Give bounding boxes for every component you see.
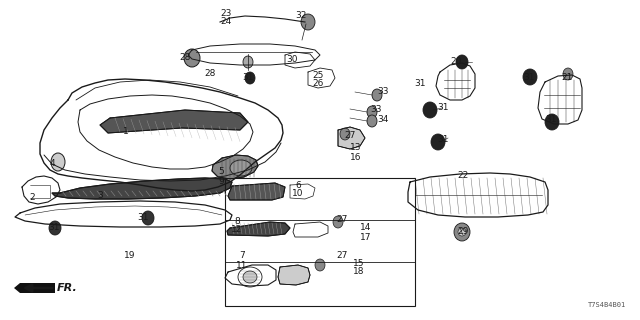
- Text: 24: 24: [220, 18, 232, 27]
- Ellipse shape: [315, 259, 325, 271]
- Text: FR.: FR.: [57, 283, 77, 293]
- Text: T7S4B4B01: T7S4B4B01: [588, 302, 626, 308]
- Text: 17: 17: [360, 233, 372, 242]
- Text: 25: 25: [312, 71, 324, 81]
- Text: 8: 8: [234, 217, 240, 226]
- Text: 34: 34: [378, 115, 388, 124]
- Text: 31: 31: [524, 73, 535, 82]
- Text: 30: 30: [286, 55, 298, 65]
- Text: 31: 31: [545, 116, 557, 124]
- Text: 5: 5: [218, 167, 224, 177]
- Text: 29: 29: [458, 228, 468, 236]
- Text: 14: 14: [360, 223, 372, 233]
- Text: 28: 28: [179, 53, 191, 62]
- Text: 12: 12: [231, 226, 243, 235]
- Bar: [225, 178, 415, 306]
- Ellipse shape: [563, 68, 573, 80]
- Text: 27: 27: [344, 132, 356, 140]
- Text: 27: 27: [336, 215, 348, 225]
- Text: 31: 31: [137, 212, 148, 221]
- Ellipse shape: [545, 114, 559, 130]
- Text: 18: 18: [353, 268, 365, 276]
- Text: 31: 31: [243, 74, 253, 83]
- Text: 26: 26: [312, 79, 324, 89]
- Ellipse shape: [458, 228, 466, 236]
- Polygon shape: [100, 110, 248, 133]
- Text: 15: 15: [353, 259, 365, 268]
- Ellipse shape: [523, 69, 537, 85]
- Text: 33: 33: [371, 106, 381, 115]
- Text: 11: 11: [236, 260, 248, 269]
- Ellipse shape: [367, 115, 377, 127]
- Text: 1: 1: [123, 127, 129, 137]
- Ellipse shape: [456, 55, 468, 69]
- Ellipse shape: [431, 134, 445, 150]
- Text: 21: 21: [561, 73, 573, 82]
- Polygon shape: [227, 222, 290, 236]
- Text: 19: 19: [124, 251, 136, 260]
- Text: 2: 2: [29, 194, 35, 203]
- Text: 4: 4: [49, 158, 55, 167]
- Polygon shape: [212, 155, 258, 179]
- Polygon shape: [338, 127, 365, 149]
- Polygon shape: [228, 183, 285, 200]
- Text: 6: 6: [295, 180, 301, 189]
- Text: 7: 7: [239, 252, 245, 260]
- Text: 28: 28: [204, 69, 216, 78]
- Text: 33: 33: [377, 87, 388, 97]
- Ellipse shape: [301, 14, 315, 30]
- Text: 31: 31: [48, 223, 60, 233]
- Text: 22: 22: [458, 171, 468, 180]
- Polygon shape: [278, 265, 310, 285]
- Ellipse shape: [245, 72, 255, 84]
- Ellipse shape: [454, 223, 470, 241]
- Polygon shape: [14, 283, 55, 293]
- Ellipse shape: [142, 211, 154, 225]
- Ellipse shape: [372, 89, 382, 101]
- Text: 31: 31: [437, 103, 449, 113]
- Text: 10: 10: [292, 189, 304, 198]
- Ellipse shape: [51, 153, 65, 171]
- Ellipse shape: [243, 56, 253, 68]
- Ellipse shape: [423, 102, 437, 118]
- Ellipse shape: [230, 160, 252, 176]
- Ellipse shape: [49, 221, 61, 235]
- Ellipse shape: [367, 106, 377, 118]
- Text: 16: 16: [350, 153, 362, 162]
- Ellipse shape: [243, 271, 257, 283]
- Polygon shape: [52, 178, 232, 199]
- Text: 20: 20: [451, 58, 461, 67]
- Text: 23: 23: [220, 10, 232, 19]
- Text: 31: 31: [414, 78, 426, 87]
- Ellipse shape: [333, 216, 343, 228]
- Ellipse shape: [184, 49, 200, 67]
- Text: 31: 31: [437, 135, 449, 145]
- Text: 32: 32: [295, 11, 307, 20]
- Ellipse shape: [340, 128, 350, 140]
- Text: 3: 3: [97, 190, 103, 199]
- Text: 9: 9: [218, 178, 224, 187]
- Text: 27: 27: [336, 252, 348, 260]
- Text: 13: 13: [350, 143, 362, 153]
